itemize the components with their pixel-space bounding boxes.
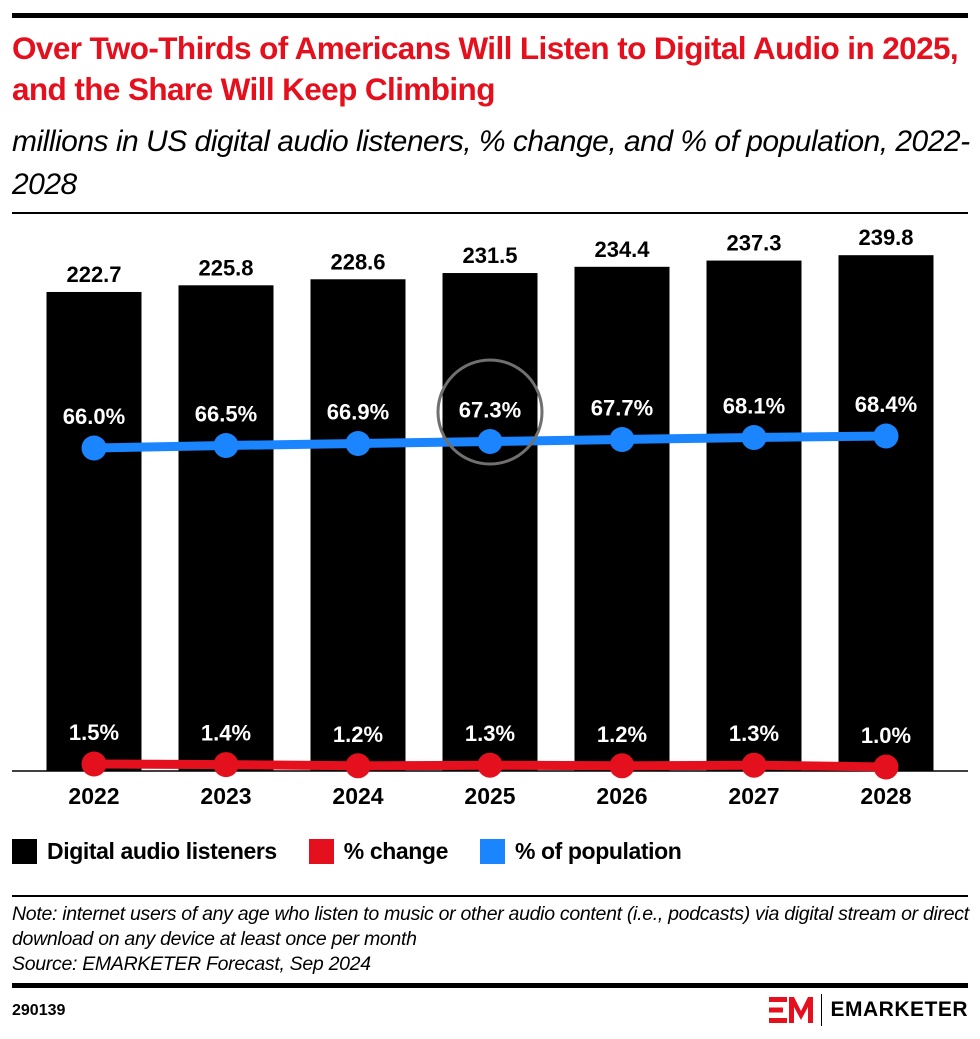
point-label: 66.5%: [195, 402, 257, 427]
bar-2026: [574, 266, 670, 771]
point-2023: [213, 752, 239, 778]
bar-2024: [310, 279, 406, 771]
bar-2025: [442, 273, 538, 771]
source-text: Source: EMARKETER Forecast, Sep 2024: [12, 953, 371, 975]
bar-label: 234.4: [594, 237, 650, 262]
header-rule: [12, 212, 968, 214]
note-rule: [12, 895, 968, 897]
logo-text: EMARKETER: [830, 998, 968, 1021]
point-label: 1.4%: [201, 721, 251, 746]
x-tick-label: 2023: [200, 783, 251, 809]
point-2023: [213, 433, 239, 458]
x-tick-label: 2028: [860, 783, 911, 809]
x-tick-label: 2027: [728, 783, 779, 809]
point-2027: [741, 425, 767, 450]
legend-item-change: % change: [308, 838, 449, 865]
highlight-circle: [436, 358, 544, 466]
em-logo-mark-icon: [768, 997, 813, 1023]
x-tick-label: 2025: [464, 783, 515, 809]
point-2022: [81, 751, 107, 777]
logo-divider: [820, 994, 823, 1026]
bar-2028: [838, 255, 934, 772]
bar-label: 228.6: [330, 249, 385, 274]
chart-subtitle: millions in US digital audio listeners, …: [12, 125, 970, 201]
top-rule: [12, 13, 968, 18]
point-label: 66.0%: [63, 404, 125, 429]
legend-label: % change: [343, 838, 449, 864]
point-label: 1.3%: [465, 721, 515, 746]
point-label: 66.9%: [327, 400, 389, 425]
chart-id: 290139: [12, 1002, 66, 1019]
point-2027: [741, 752, 767, 778]
notes: Note: internet users of any age who list…: [12, 902, 972, 977]
point-2028: [873, 754, 899, 780]
point-2024: [345, 753, 371, 779]
legend-label: Digital audio listeners: [47, 838, 277, 864]
chart-plot: 222.7 225.8 228.6 231.5 234.4 237.3 239.8 2022 2…: [12, 225, 968, 809]
point-label: 1.2%: [597, 722, 647, 747]
point-label: 68.1%: [723, 394, 785, 419]
bar-label: 239.8: [858, 225, 913, 250]
x-tick-label: 2026: [596, 783, 647, 809]
point-2028: [873, 423, 899, 449]
point-label: 67.7%: [591, 396, 653, 421]
point-label: 1.3%: [729, 721, 779, 746]
point-2024: [345, 431, 371, 456]
legend-swatch: [308, 839, 334, 864]
bar-label: 231.5: [462, 243, 517, 268]
legend-swatch: [12, 839, 37, 864]
legend-item-listeners: Digital audio listeners: [12, 838, 277, 865]
point-label: 1.5%: [69, 720, 119, 745]
point-2022: [81, 435, 107, 461]
legend-label: % of population: [514, 838, 682, 864]
point-2026: [609, 427, 635, 452]
bar-label: 222.7: [66, 262, 121, 287]
bar-2027: [706, 260, 802, 771]
note-text: Note: internet users of any age who list…: [12, 903, 969, 950]
bar-2023: [178, 285, 274, 771]
bottom-rule: [12, 983, 968, 988]
bar-2022: [46, 291, 142, 771]
point-label: 1.0%: [861, 723, 911, 748]
legend: Digital audio listeners % change % of po…: [12, 838, 713, 865]
point-2025: [477, 752, 503, 778]
x-tick-label: 2022: [68, 783, 119, 809]
legend-item-population: % of population: [479, 838, 682, 865]
bar-label: 237.3: [726, 231, 781, 256]
point-2025: [477, 429, 503, 454]
emarketer-logo: EMARKETER: [768, 994, 968, 1026]
point-2026: [609, 753, 635, 779]
chart-title: Over Two-Thirds of Americans Will Listen…: [12, 30, 959, 107]
point-label: 68.4%: [855, 392, 917, 417]
point-label: 1.2%: [333, 722, 383, 747]
legend-swatch: [479, 839, 505, 864]
bar-label: 225.8: [198, 255, 253, 280]
point-label: 67.3%: [459, 398, 521, 423]
x-tick-label: 2024: [332, 783, 383, 809]
